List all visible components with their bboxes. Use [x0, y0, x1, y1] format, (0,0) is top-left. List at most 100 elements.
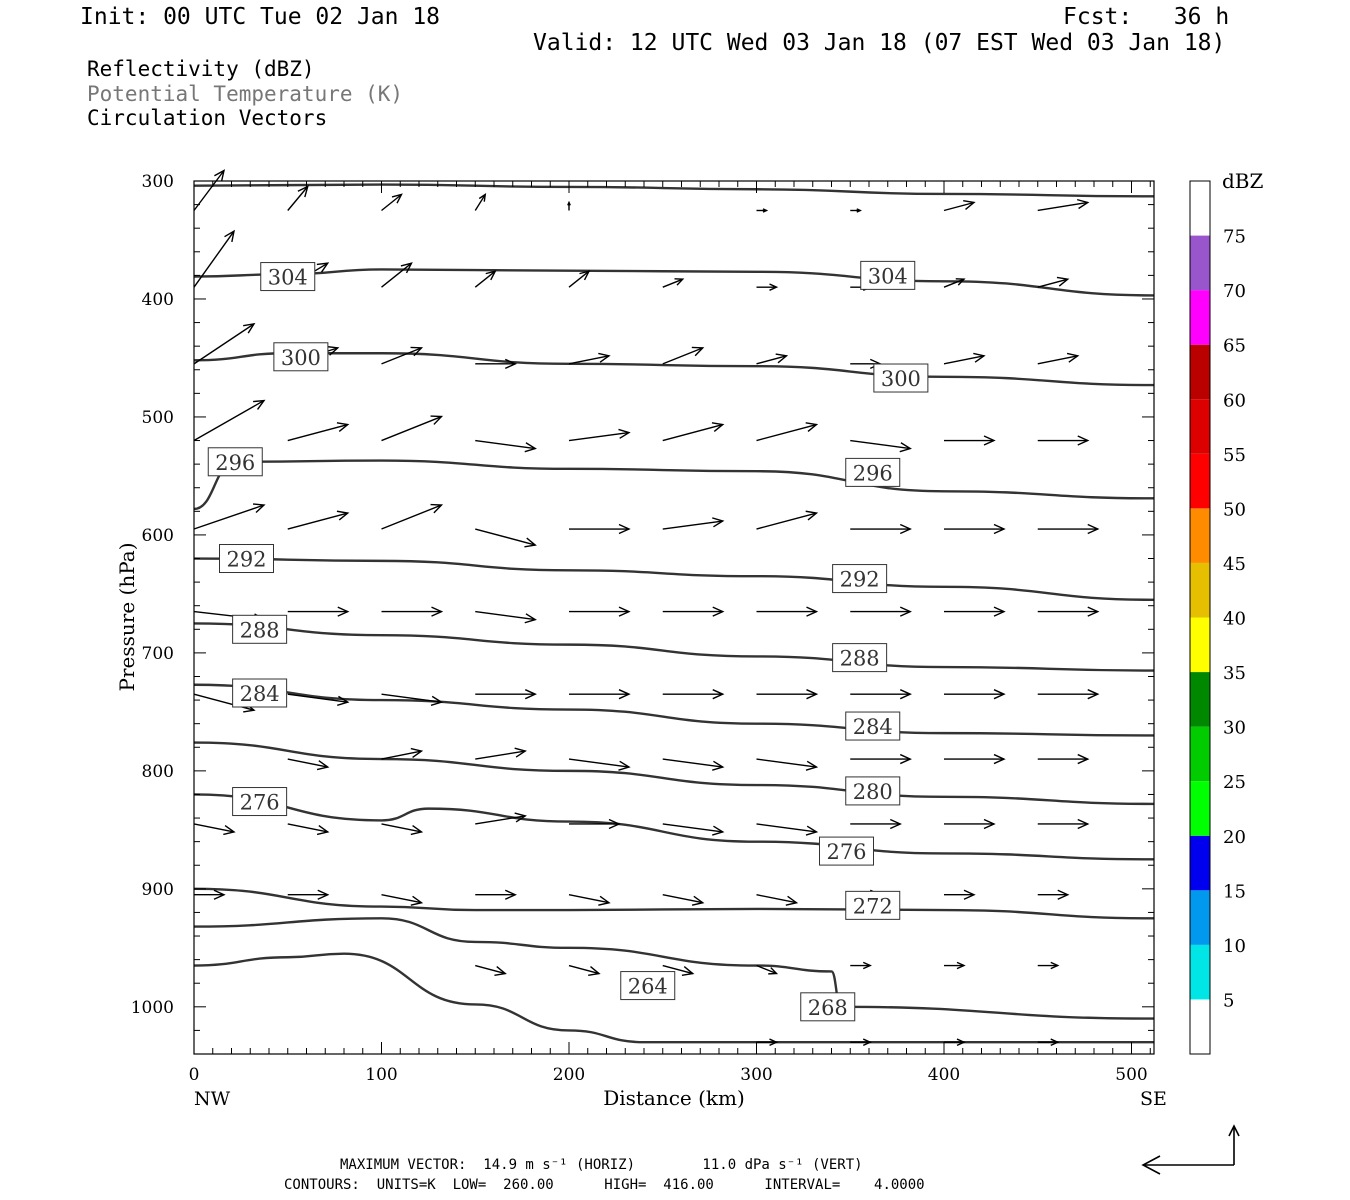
- contour-label: 284: [240, 682, 280, 706]
- circulation-vector: [662, 964, 693, 975]
- plot-frame: [193, 180, 1155, 1055]
- circulation-vector-head: [579, 270, 591, 281]
- circulation-vector: [756, 355, 787, 365]
- contour-label-box: [800, 992, 856, 1022]
- circulation-vector: [850, 439, 911, 450]
- colorbar-segment: [1190, 672, 1210, 727]
- y-tick-label: 400: [142, 290, 174, 310]
- colorbar-segment: [1190, 181, 1210, 236]
- contour-label-box: [207, 447, 263, 477]
- valid-time: Valid: 12 UTC Wed 03 Jan 18 (07 EST Wed …: [533, 30, 1226, 56]
- circulation-vector-head: [674, 278, 685, 286]
- contour-label-box: [860, 260, 916, 290]
- circulation-vector: [756, 423, 817, 442]
- circulation-vector-head: [326, 345, 340, 356]
- circulation-vector: [756, 512, 817, 530]
- circulation-vector-head: [316, 760, 330, 771]
- circulation-vector-head: [1087, 606, 1100, 617]
- circulation-vector: [662, 758, 723, 768]
- circulation-vector-head: [253, 503, 266, 514]
- colorbar-layer: 5 10 15 20 25 30 35 40 45 50 55 60 65 70 75: [1189, 180, 1246, 1055]
- colorbar-segment: [1190, 726, 1210, 782]
- circulation-vector: [475, 750, 526, 760]
- theta-contour-276: [193, 793, 1155, 861]
- circulation-vector-head: [712, 606, 725, 617]
- circulation-vector-head: [588, 966, 601, 976]
- circulation-vector-head: [336, 510, 350, 521]
- contour-label: 300: [281, 346, 321, 370]
- circulation-vector-head: [1076, 198, 1090, 210]
- contour-label: 304: [868, 264, 908, 288]
- circulation-vector-head: [1056, 276, 1070, 287]
- circulation-vector-head: [514, 747, 527, 758]
- circulation-vector-head: [430, 503, 444, 514]
- circulation-vector: [287, 512, 348, 530]
- circulation-vector: [756, 758, 817, 768]
- circulation-vector: [193, 693, 255, 711]
- circulation-vector: [475, 528, 536, 546]
- contour-info: CONTOURS: UNITS=K LOW= 260.00 HIGH= 416.…: [284, 1177, 925, 1193]
- field-vectors: Circulation Vectors: [87, 106, 328, 130]
- circulation-vector-head: [1077, 818, 1090, 830]
- theta-contour-268: [193, 917, 1155, 1020]
- circulation-vector-head: [567, 200, 571, 206]
- x-tick-label: 200: [553, 1065, 585, 1085]
- y-axis-label: Pressure (hPa): [115, 543, 139, 692]
- circulation-vector: [756, 894, 797, 904]
- colorbar-segment: [1190, 235, 1210, 291]
- circulation-vector-head: [712, 760, 725, 771]
- circulation-vector-head: [336, 422, 350, 433]
- y-tick-label: 500: [142, 408, 174, 428]
- circulation-vector: [943, 278, 965, 288]
- circulation-vector-head: [485, 270, 497, 281]
- contour-label: 264: [628, 975, 668, 999]
- contour-label: 304: [268, 266, 308, 290]
- contour-label-box: [620, 971, 676, 1001]
- circulation-vector-head: [806, 689, 819, 700]
- vector-layer: [193, 169, 1100, 1046]
- circulation-vector-head: [1077, 435, 1090, 446]
- circulation-vector: [756, 823, 817, 833]
- circulation-vector: [287, 693, 348, 703]
- circulation-vector-head: [598, 352, 611, 363]
- contour-label-layer: 304 304 300 300 296 296 292 292 288 288 284 284 280 2…: [207, 260, 929, 1022]
- circulation-vector-head: [805, 422, 819, 433]
- circulation-vector: [381, 823, 422, 833]
- theta-contour-272: [193, 887, 1155, 920]
- circulation-vector: [1037, 278, 1068, 288]
- circulation-vector: [287, 758, 328, 768]
- contour-label: 296: [853, 461, 893, 485]
- contour-label-box: [232, 614, 288, 644]
- circulation-vector-head: [899, 753, 912, 765]
- contour-label-box: [819, 836, 874, 866]
- circulation-vector-head: [410, 825, 424, 836]
- contour-label-box: [873, 363, 929, 393]
- circulation-vector: [568, 964, 600, 975]
- circulation-vector: [381, 750, 422, 760]
- colorbar-level-label: 35: [1223, 663, 1246, 684]
- circulation-vector-head: [889, 818, 902, 830]
- circulation-vector-head: [899, 442, 912, 453]
- contour-label-box: [845, 457, 901, 487]
- contour-label-box: [273, 342, 329, 372]
- circulation-vector: [193, 823, 235, 833]
- circulation-vector: [287, 186, 309, 211]
- circulation-vector: [193, 230, 235, 288]
- circulation-vector-head: [243, 322, 256, 334]
- circulation-vector-head: [805, 510, 819, 521]
- circulation-vector-head: [400, 262, 413, 274]
- colorbar-level-label: 75: [1223, 227, 1246, 248]
- colorbar-level-label: 15: [1223, 881, 1246, 902]
- circulation-vector: [381, 193, 402, 212]
- circulation-vector: [193, 399, 265, 442]
- contour-label: 288: [240, 618, 280, 642]
- circulation-vector: [662, 423, 723, 442]
- circulation-vector-head: [862, 961, 872, 970]
- x-axis-label: Distance (km): [603, 1086, 745, 1110]
- contour-label: 284: [853, 715, 893, 739]
- y-tick-label: 1000: [131, 998, 174, 1018]
- circulation-vector-head: [963, 889, 976, 900]
- circulation-vector-head: [297, 185, 309, 198]
- colorbar-segment: [1190, 453, 1210, 509]
- colorbar-segment: [1190, 890, 1210, 945]
